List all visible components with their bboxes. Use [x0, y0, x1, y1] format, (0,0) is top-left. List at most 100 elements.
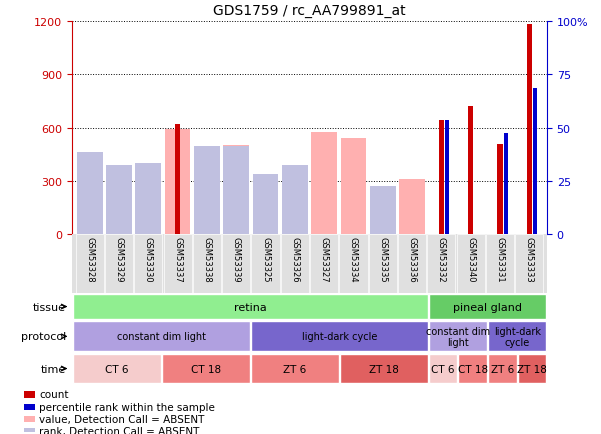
Text: ZT 6: ZT 6 [283, 364, 307, 374]
Text: GSM53326: GSM53326 [290, 236, 299, 282]
Text: ZT 18: ZT 18 [517, 364, 547, 374]
Bar [105, 235, 133, 293]
Text: tissue: tissue [33, 302, 66, 312]
Text: GSM53330: GSM53330 [144, 236, 153, 282]
Bar [498, 144, 502, 235]
Bar [429, 354, 457, 383]
Bar [398, 235, 426, 293]
Bar [282, 165, 308, 235]
Bar [429, 322, 487, 352]
Bar [459, 354, 487, 383]
Bar [175, 125, 180, 235]
Bar [518, 354, 546, 383]
Text: GSM53331: GSM53331 [495, 236, 504, 282]
Text: GSM53336: GSM53336 [407, 236, 416, 282]
Bar [165, 130, 191, 235]
Bar [162, 354, 249, 383]
Bar [135, 164, 161, 235]
Bar [251, 322, 428, 352]
Bar [311, 133, 337, 235]
Bar [399, 180, 425, 235]
Bar [253, 174, 278, 235]
Bar [24, 404, 35, 410]
Bar [281, 235, 309, 293]
Bar [251, 354, 338, 383]
Bar [194, 147, 220, 235]
Bar [163, 235, 192, 293]
Bar [369, 235, 397, 293]
Text: time: time [41, 364, 66, 374]
Text: pineal gland: pineal gland [453, 302, 522, 312]
Bar [370, 196, 395, 235]
Text: GSM53329: GSM53329 [115, 236, 124, 281]
Text: retina: retina [234, 302, 266, 312]
Bar [24, 416, 35, 422]
Text: light-dark
cycle: light-dark cycle [494, 326, 541, 347]
Bar [526, 25, 532, 235]
Bar [77, 153, 103, 235]
Bar [340, 235, 368, 293]
Text: GSM53328: GSM53328 [85, 236, 94, 282]
Bar [135, 170, 161, 235]
Text: protocol: protocol [20, 332, 66, 342]
Bar [429, 294, 546, 319]
Text: GSM53334: GSM53334 [349, 236, 358, 282]
Text: light-dark cycle: light-dark cycle [302, 332, 377, 342]
Bar [106, 172, 132, 235]
Bar [224, 146, 249, 235]
Bar [504, 134, 508, 235]
Bar [224, 147, 249, 235]
Text: GSM53339: GSM53339 [232, 236, 241, 282]
Bar [24, 391, 35, 398]
Text: value, Detection Call = ABSENT: value, Detection Call = ABSENT [39, 414, 204, 424]
Bar [193, 235, 221, 293]
Bar [341, 139, 366, 235]
Bar [194, 148, 220, 235]
Text: CT 18: CT 18 [191, 364, 221, 374]
Bar [340, 354, 428, 383]
Bar [533, 89, 537, 235]
Title: GDS1759 / rc_AA799891_at: GDS1759 / rc_AA799891_at [213, 4, 406, 18]
Bar [515, 235, 543, 293]
Text: constant dim light: constant dim light [117, 332, 206, 342]
Text: CT 18: CT 18 [458, 364, 488, 374]
Text: GSM53325: GSM53325 [261, 236, 270, 281]
Bar [106, 165, 132, 235]
Bar [488, 322, 546, 352]
Text: GSM53338: GSM53338 [203, 236, 212, 282]
Bar [439, 121, 444, 235]
Bar [77, 153, 103, 235]
Bar [427, 235, 456, 293]
Bar [486, 235, 514, 293]
Text: rank, Detection Call = ABSENT: rank, Detection Call = ABSENT [39, 426, 200, 434]
Bar [73, 322, 249, 352]
Text: constant dim
light: constant dim light [426, 326, 490, 347]
Text: CT 6: CT 6 [432, 364, 455, 374]
Bar [251, 235, 279, 293]
Bar [134, 235, 162, 293]
Bar [76, 235, 104, 293]
Bar [222, 235, 250, 293]
Text: percentile rank within the sample: percentile rank within the sample [39, 402, 215, 412]
Bar [73, 294, 428, 319]
Text: count: count [39, 389, 69, 399]
Text: GSM53327: GSM53327 [320, 236, 329, 282]
Text: ZT 18: ZT 18 [369, 364, 398, 374]
Text: GSM53335: GSM53335 [378, 236, 387, 282]
Bar [488, 354, 517, 383]
Bar [457, 235, 485, 293]
Text: GSM53337: GSM53337 [173, 236, 182, 282]
Bar [73, 354, 160, 383]
Text: GSM53340: GSM53340 [466, 236, 475, 281]
Bar [310, 235, 338, 293]
Text: GSM53333: GSM53333 [525, 236, 534, 282]
Text: GSM53332: GSM53332 [437, 236, 446, 282]
Bar [24, 428, 35, 434]
Text: CT 6: CT 6 [105, 364, 129, 374]
Text: ZT 6: ZT 6 [491, 364, 514, 374]
Bar [282, 168, 308, 235]
Bar [370, 187, 395, 235]
Bar [468, 107, 473, 235]
Bar [445, 121, 449, 235]
Bar [253, 180, 278, 235]
